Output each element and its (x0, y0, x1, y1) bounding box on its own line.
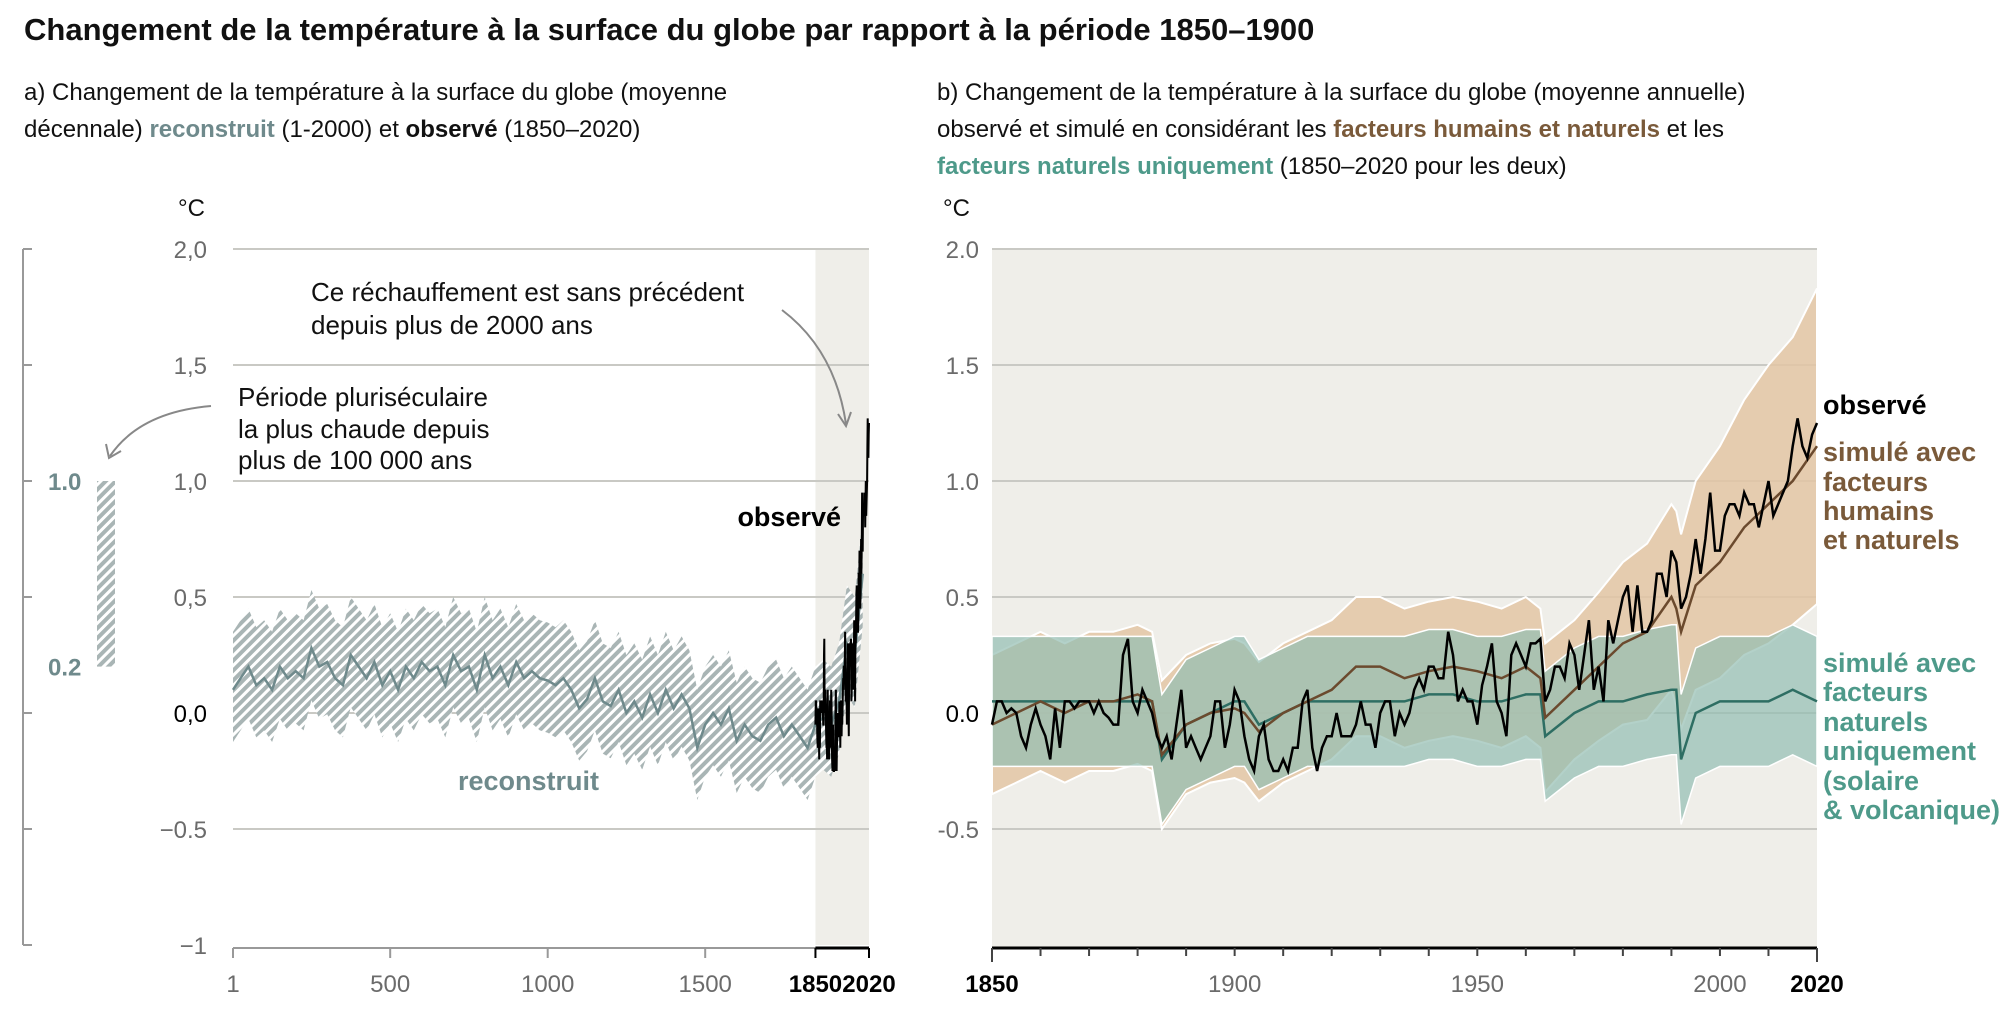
panel-b-subtitle-line3: facteurs naturels uniquement (1850–2020 … (937, 153, 1567, 180)
observed-line (990, 418, 1819, 776)
y-tick-label: -0.5 (938, 817, 979, 844)
x-tick-label: 1500 (679, 971, 732, 998)
panel-a-subtitle-line1: a) Changement de la température à la sur… (24, 79, 727, 106)
panel-b-observed-label: observé (1823, 390, 1927, 420)
y-tick-label: −0.5 (160, 817, 207, 844)
annotation-arrow-unprecedented (781, 309, 847, 425)
x-tick-label: 1850 (789, 971, 842, 998)
human-label-line: simulé avec (1823, 437, 1976, 467)
natural-only-mean-line (992, 688, 1818, 763)
panel-a-subtitle-line2: décennale) reconstruit (1-2000) et obser… (24, 116, 640, 143)
panel-a-y-unit: °C (178, 195, 205, 222)
natural-label-line: simulé avec (1823, 648, 1976, 678)
side-scale-lower-label: 0.2 (48, 655, 81, 682)
annotation-unprecedented-line2: depuis plus de 2000 ans (311, 310, 593, 340)
natural-label-line: facteurs (1823, 677, 1928, 707)
panel-b-natural-label: simulé avec facteurs naturels uniquement… (1823, 648, 2000, 825)
natural-label-line: naturels (1823, 707, 1928, 737)
y-tick-label: −1 (180, 933, 207, 960)
panel-a-observed-label: observé (737, 502, 841, 532)
human-label-line: facteurs (1823, 467, 1928, 497)
human-label-line: et naturels (1823, 525, 1960, 555)
panel-a-chart: 2,01,51,00,50,0−0.5−11.00.21 500 1000 1500 1… (22, 237, 896, 998)
reconstructed-keyword: reconstruit (149, 116, 274, 143)
x-tick-label: 2000 (1693, 971, 1746, 998)
human-label-line: humains (1823, 496, 1934, 526)
x-tick-label: 2020 (842, 971, 895, 998)
figure-title: Changement de la température à la surfac… (24, 12, 1314, 47)
arrowhead-icon (837, 411, 852, 429)
observed-line (814, 418, 870, 772)
reconstructed-uncertainty-band (233, 515, 863, 800)
panel-b-y-unit: °C (943, 195, 970, 222)
observed-keyword: observé (406, 116, 498, 143)
warmest-period-range-bar (97, 481, 115, 667)
panel-b-subtitle-line2: observé et simulé en considérant les fac… (937, 116, 1724, 143)
reconstructed-line (231, 573, 864, 753)
y-tick-label: 1,5 (174, 353, 207, 380)
y-tick-label: 0,0 (174, 701, 207, 728)
y-tick-label: 0,5 (174, 585, 207, 612)
side-scale-upper-label: 1.0 (48, 469, 81, 496)
x-tick-label: 1 (226, 971, 239, 998)
natural-label-line: & volcanique) (1823, 795, 2000, 825)
panel-b-chart: 2.0 1.5 1.0 0.5 0.0 -0.5 1850 1900 1950 2000 2020 (938, 237, 1844, 998)
x-tick-label: 1850 (965, 971, 1018, 998)
y-tick-label: 2.0 (946, 237, 979, 264)
x-tick-label: 1000 (521, 971, 574, 998)
natural-label-line: (solaire (1823, 766, 1919, 796)
y-tick-label: 1,0 (174, 469, 207, 496)
panel-a-reconstructed-label: reconstruit (458, 766, 599, 796)
panel-b-subtitle-line1: b) Changement de la température à la sur… (937, 79, 1746, 106)
annotation-unprecedented-line1: Ce réchauffement est sans précédent (311, 277, 745, 307)
x-tick-label: 500 (370, 971, 410, 998)
annotation-arrow-warmest (109, 405, 212, 457)
arrowhead-icon (105, 443, 122, 460)
annotation-warmest-line3: plus de 100 000 ans (238, 445, 472, 475)
annotation-warmest-line1: Période pluriséculaire (238, 382, 488, 412)
y-tick-label: 1.0 (946, 469, 979, 496)
y-tick-label: 0.5 (946, 585, 979, 612)
x-tick-label: 1950 (1451, 971, 1504, 998)
x-tick-label: 2020 (1790, 971, 1843, 998)
annotation-warmest-line2: la plus chaude depuis (238, 414, 490, 444)
y-tick-label: 1.5 (946, 353, 979, 380)
natural-keyword: facteurs naturels uniquement (937, 153, 1273, 180)
human-keyword: facteurs humains et naturels (1333, 116, 1660, 143)
panel-b-human-label: simulé avec facteurs humains et naturels (1823, 437, 1976, 555)
y-tick-label: 2,0 (174, 237, 207, 264)
y-tick-label: 0.0 (946, 701, 979, 728)
natural-label-line: uniquement (1823, 736, 1976, 766)
x-tick-label: 1900 (1208, 971, 1261, 998)
